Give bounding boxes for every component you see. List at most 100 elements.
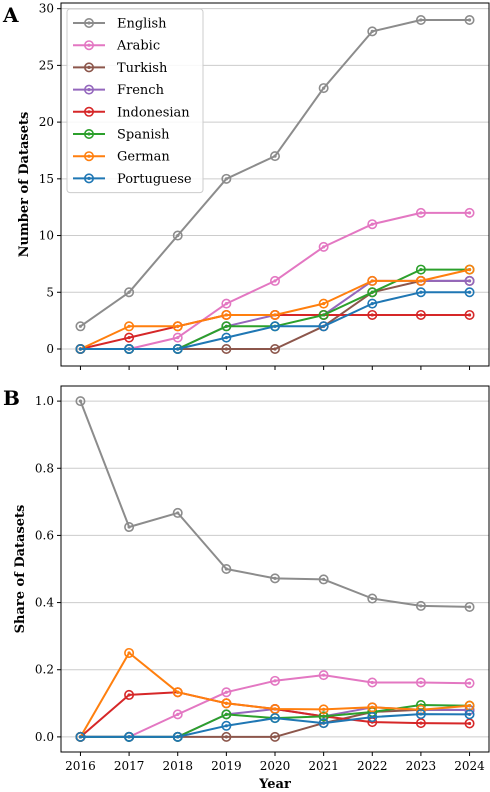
data-point-portuguese [172,343,183,354]
x-axis-label: Year [258,777,291,792]
legend-item-indonesian: Indonesian [73,105,190,120]
y-tick-label: 0.4 [35,596,54,610]
legend-box [66,8,204,194]
data-point-indonesian [367,309,378,320]
data-point-english [221,173,232,184]
data-point-german [367,702,378,713]
data-point-indonesian [415,309,426,320]
y-tick-label: 5 [46,285,54,299]
data-point-portuguese [269,713,280,724]
data-point-arabic [172,332,183,343]
y-tick-label: 0.0 [35,730,54,744]
legend-label: Indonesian [117,105,190,120]
data-point-turkish [269,731,280,742]
legend-item-spanish: Spanish [73,128,170,143]
data-point-arabic [269,275,280,286]
data-point-portuguese [269,321,280,332]
data-point-english [172,230,183,241]
data-point-spanish [221,321,232,332]
data-point-english [221,563,232,574]
data-point-arabic [318,670,329,681]
legend-item-english: English [73,17,167,32]
data-point-german [318,704,329,715]
legend-item-arabic: Arabic [73,39,160,54]
data-point-spanish [318,309,329,320]
data-point-arabic [172,709,183,720]
data-point-german [172,687,183,698]
data-point-spanish [415,264,426,275]
data-point-german [464,264,475,275]
x-tick-label: 2023 [406,759,437,773]
y-tick-label: 15 [39,172,54,186]
panel-letter: A [2,3,19,27]
data-point-german [124,647,135,658]
data-point-english [367,26,378,37]
legend-label: English [117,17,167,32]
legend-label: Portuguese [117,172,192,187]
data-point-english [318,83,329,94]
legend-item-turkish: Turkish [73,61,168,76]
x-tick-label: 2017 [114,759,145,773]
data-point-german [318,298,329,309]
data-point-spanish [367,287,378,298]
panel-a: 0 5 10 15 20 25 30 Number of Datasets A English Ar… [2,2,490,370]
y-axis-label: Share of Datasets [13,505,28,634]
y-tick-label: 0 [46,342,54,356]
data-point-english [124,522,135,533]
data-point-german [221,309,232,320]
data-point-french [464,275,475,286]
y-tick-label: 25 [39,58,54,72]
data-point-german [172,321,183,332]
data-point-english [415,15,426,26]
data-point-german [269,309,280,320]
x-tick-label: 2022 [357,759,388,773]
data-point-indonesian [124,689,135,700]
legend-label: German [117,150,170,165]
data-point-english [367,593,378,604]
y-axis-label: Number of Datasets [17,112,32,258]
legend-item-french: French [73,83,165,98]
legend-item-german: German [73,150,170,165]
data-point-english [415,600,426,611]
data-point-arabic [367,219,378,230]
data-point-turkish [221,731,232,742]
data-point-portuguese [464,709,475,720]
y-tick-label: 0.8 [35,461,54,475]
legend: English Arabic Turkish French Indonesian Span… [66,8,204,194]
legend-item-portuguese: Portuguese [73,172,192,187]
data-point-arabic [269,675,280,686]
y-tick-label: 0.6 [35,528,54,542]
y-tick-label: 0.2 [35,663,54,677]
x-tick-label: 2019 [211,759,242,773]
data-point-english [464,601,475,612]
data-point-english [318,574,329,585]
data-point-german [367,275,378,286]
data-point-portuguese [221,720,232,731]
legend-label: Turkish [117,61,168,76]
data-point-indonesian [464,309,475,320]
data-point-portuguese [124,343,135,354]
x-tick-label: 2024 [454,759,485,773]
x-tick-label: 2020 [260,759,291,773]
data-point-spanish [318,711,329,722]
data-point-portuguese [367,712,378,723]
legend-label: Spanish [117,128,170,143]
legend-label: Arabic [116,39,160,54]
data-point-portuguese [318,321,329,332]
y-tick-label: 1.0 [35,394,54,408]
data-point-english [75,396,86,407]
data-point-arabic [221,687,232,698]
data-point-german [221,698,232,709]
data-point-portuguese [75,731,86,742]
data-point-portuguese [367,298,378,309]
data-point-arabic [415,677,426,688]
data-point-english [124,287,135,298]
data-point-portuguese [124,731,135,742]
data-point-german [124,321,135,332]
data-point-arabic [464,207,475,218]
data-point-turkish [221,343,232,354]
data-point-portuguese [415,709,426,720]
data-point-indonesian [124,332,135,343]
data-point-arabic [318,241,329,252]
